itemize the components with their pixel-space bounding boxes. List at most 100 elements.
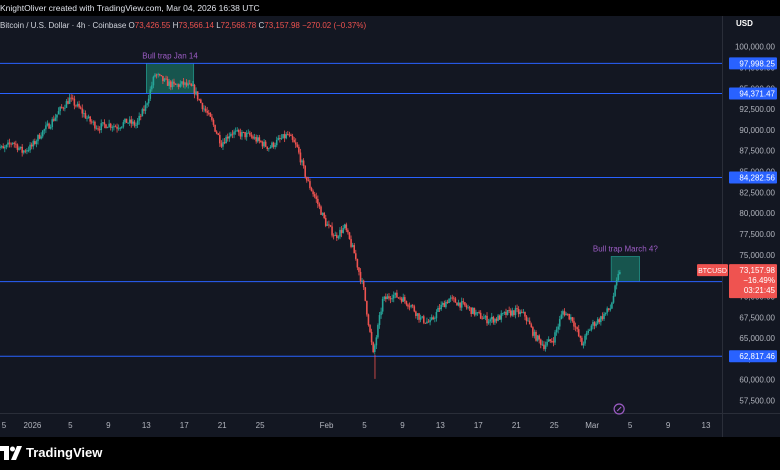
candle-body [204, 108, 207, 111]
candle-body [277, 137, 280, 140]
candle-body [418, 313, 420, 320]
x-tick-label: Feb [320, 421, 334, 430]
candle-body [139, 115, 142, 117]
candle-body [15, 143, 17, 145]
candle-body [508, 310, 510, 311]
candle-body [109, 123, 112, 128]
candle-body [162, 75, 164, 82]
candle-body [49, 126, 52, 129]
y-tick-label: 87,500.00 [739, 147, 775, 156]
candle-body [233, 131, 235, 135]
candle-body [304, 166, 306, 177]
candle-body [280, 138, 283, 139]
price-chart[interactable]: 100,000.0097,500.0095,000.0092,500.0090,… [0, 0, 780, 437]
candle-body [490, 316, 493, 320]
candle-body [18, 148, 20, 150]
candle-body [198, 99, 201, 101]
candle-body [551, 340, 553, 342]
candle-body [264, 141, 267, 147]
y-tick-label: 90,000.00 [739, 126, 775, 135]
candle-body [511, 310, 514, 316]
candle-body [223, 142, 226, 144]
candle-body [347, 230, 349, 233]
candle-body [68, 97, 71, 104]
y-tick-label: 75,000.00 [739, 251, 775, 260]
x-tick-label: 13 [436, 421, 445, 430]
candle-body [404, 297, 406, 302]
candle-body [527, 320, 529, 322]
x-tick-label: 9 [106, 421, 111, 430]
candle-body [521, 311, 523, 313]
candle-body [46, 123, 49, 126]
replay-marker-icon [613, 403, 625, 415]
candle-body [584, 335, 586, 344]
annotation-label: Bull trap March 4? [593, 244, 658, 253]
level-price-label: 97,998.25 [739, 59, 775, 68]
candle-body [505, 311, 507, 315]
candle-body [181, 81, 183, 84]
candle-body [555, 329, 558, 333]
bar-countdown-label: 03:21:45 [744, 286, 776, 295]
candle-body [356, 258, 359, 268]
candle-body [405, 301, 408, 305]
candle-body [609, 308, 612, 310]
candle-body [361, 280, 363, 282]
candle-body [391, 298, 393, 300]
low-value: 72,568.78 [220, 21, 257, 30]
candle-body [451, 297, 454, 299]
candle-body [437, 307, 439, 313]
candle-body [495, 318, 498, 321]
candle-body [56, 114, 58, 118]
candle-body [256, 137, 259, 142]
candle-body [318, 204, 321, 207]
candle-body [429, 319, 431, 323]
candle-body [207, 112, 210, 114]
candle-body [22, 150, 25, 153]
candle-body [416, 313, 419, 316]
candle-body [201, 102, 204, 110]
candle-body [457, 302, 460, 306]
candle-body [171, 81, 174, 88]
y-tick-label: 60,000.00 [739, 376, 775, 385]
candle-body [182, 81, 185, 85]
candle-body [203, 108, 205, 110]
candle-body [147, 98, 150, 104]
candle-body [206, 110, 208, 113]
candle-body [558, 319, 561, 327]
candle-body [132, 121, 134, 124]
candle-body [133, 121, 136, 126]
x-tick-label: 17 [180, 421, 189, 430]
candle-body [331, 226, 333, 236]
candle-body [611, 302, 613, 309]
candle-body [119, 127, 122, 129]
candle-body [230, 133, 232, 137]
candle-body [155, 74, 158, 76]
candle-body [313, 194, 316, 197]
candle-body [65, 101, 68, 108]
candle-body [500, 313, 503, 320]
candle-body [370, 331, 373, 343]
candle-body [294, 142, 297, 145]
candle-body [421, 316, 423, 318]
candle-body [517, 309, 520, 315]
candle-body [141, 109, 144, 117]
level-price-label: 62,817.46 [739, 352, 775, 361]
candle-body [94, 121, 96, 129]
candle-body [462, 301, 465, 303]
candle-body [215, 131, 218, 134]
candle-body [440, 304, 442, 310]
tradingview-logo[interactable]: TradingView [0, 445, 102, 460]
candle-body [486, 315, 488, 324]
candle-body [78, 103, 80, 108]
candle-body [503, 311, 506, 314]
candle-body [0, 146, 3, 148]
candle-body [136, 120, 139, 125]
candle-body [459, 302, 461, 308]
y-tick-label: 82,500.00 [739, 188, 775, 197]
candle-body [282, 134, 284, 139]
y-tick-label: 67,500.00 [739, 313, 775, 322]
x-tick-label: 21 [218, 421, 227, 430]
candle-body [122, 122, 125, 127]
currency-badge[interactable]: USD [736, 19, 753, 28]
candle-body [214, 124, 216, 132]
